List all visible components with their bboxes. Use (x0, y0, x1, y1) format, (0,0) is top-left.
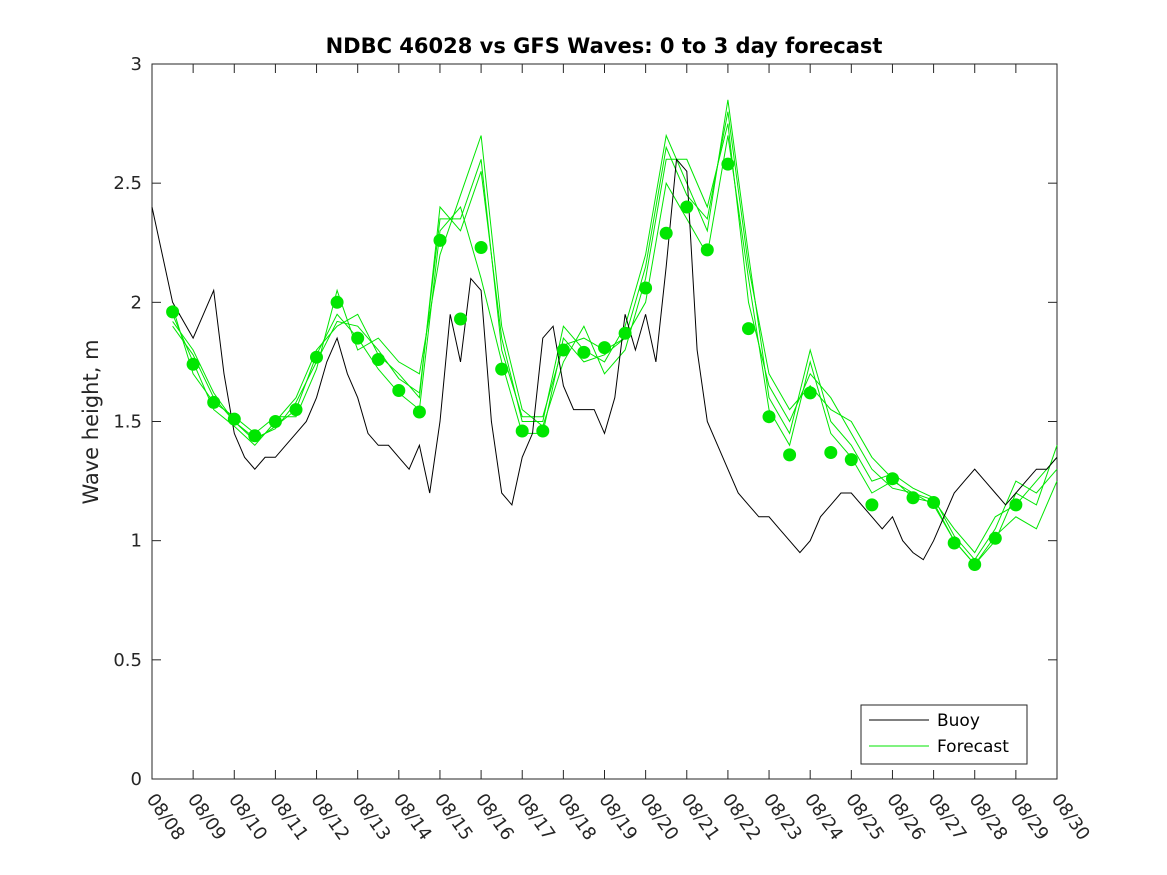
forecast-point (371, 353, 385, 366)
forecast-point (412, 405, 426, 419)
x-tick-label: 08/17 (512, 790, 559, 845)
forecast-point (844, 453, 858, 467)
forecast-point (536, 424, 550, 438)
forecast-point (762, 410, 776, 424)
x-tick-label: 08/19 (594, 790, 641, 845)
x-tick-label: 08/16 (471, 790, 518, 845)
x-tick-label: 08/28 (965, 790, 1012, 845)
legend-buoy-label: Buoy (937, 711, 980, 731)
forecast-point (968, 558, 982, 571)
forecast-point (824, 446, 838, 459)
y-tick-label: 2.5 (113, 173, 142, 194)
forecast-point (659, 226, 673, 240)
x-tick-label: 08/23 (759, 790, 806, 845)
forecast-point (721, 157, 735, 171)
y-tick-label: 3 (131, 54, 142, 75)
forecast-point (598, 341, 611, 355)
forecast-point (207, 395, 221, 409)
x-tick-label: 08/21 (677, 790, 724, 845)
plot-area-frame (151, 63, 1058, 780)
forecast-point (495, 362, 509, 376)
forecast-point (515, 424, 529, 438)
forecast-point (803, 386, 817, 400)
forecast-point (639, 281, 653, 295)
x-tick-label: 08/15 (430, 790, 477, 845)
x-tick-label: 08/13 (348, 790, 395, 845)
x-tick-label: 08/10 (224, 790, 271, 845)
series-layer (151, 99, 1058, 571)
y-tick-label: 2 (131, 292, 142, 313)
forecast-point (454, 312, 467, 326)
forecast-point (310, 350, 323, 364)
forecast-point (248, 429, 262, 443)
forecast-point (392, 384, 406, 397)
forecast-point (351, 331, 365, 345)
x-tick-label: 08/20 (636, 790, 683, 845)
forecast-point (618, 326, 632, 340)
x-tick-label: 08/14 (389, 790, 436, 845)
x-tick-label: 08/30 (1047, 790, 1094, 845)
forecast-point (577, 345, 591, 359)
forecast-point (227, 412, 241, 426)
forecast-point (433, 233, 447, 247)
forecast-point (947, 536, 961, 550)
y-tick-label: 0.5 (113, 650, 142, 671)
forecast-point (1009, 498, 1023, 512)
forecast-point (268, 415, 282, 428)
legend-forecast-label: Forecast (937, 737, 1009, 757)
forecast-point (186, 357, 200, 371)
buoy-series-line (151, 158, 1058, 561)
y-axis-label: Wave height, m (79, 339, 103, 504)
y-tick-label: 1 (131, 531, 142, 552)
forecast-point (474, 241, 488, 254)
forecast-point (988, 531, 1002, 545)
forecast-point (742, 322, 755, 336)
forecast-point (289, 403, 303, 417)
x-tick-label: 08/08 (142, 790, 189, 845)
x-tick-label: 08/27 (923, 790, 970, 845)
x-tick-label: 08/11 (265, 790, 312, 845)
forecast-point (927, 496, 941, 509)
y-tick-label: 1.5 (113, 412, 142, 433)
chart-title: NDBC 46028 vs GFS Waves: 0 to 3 day fore… (326, 34, 883, 58)
x-tick-label: 08/18 (553, 790, 600, 845)
x-tick-label: 08/09 (183, 790, 230, 845)
forecast-point (886, 472, 899, 486)
forecast-point (783, 448, 797, 462)
forecast-point (166, 305, 180, 319)
forecast-point (865, 498, 879, 512)
forecast-point (330, 295, 344, 309)
forecast-point (556, 343, 570, 357)
legend-box (860, 704, 1028, 765)
x-tick-label: 08/22 (718, 790, 765, 845)
forecast-run-line (172, 135, 1058, 566)
x-tick-label: 08/24 (800, 790, 847, 845)
x-tick-label: 08/12 (306, 790, 353, 845)
forecast-point (700, 243, 714, 257)
x-tick-label: 08/25 (841, 790, 888, 845)
forecast-point (680, 200, 694, 214)
x-tick-label: 08/29 (1006, 790, 1053, 845)
legend: Buoy Forecast (860, 704, 1028, 765)
forecast-point (906, 491, 920, 505)
y-tick-label: 0 (131, 769, 142, 790)
x-tick-label: 08/26 (882, 790, 929, 845)
